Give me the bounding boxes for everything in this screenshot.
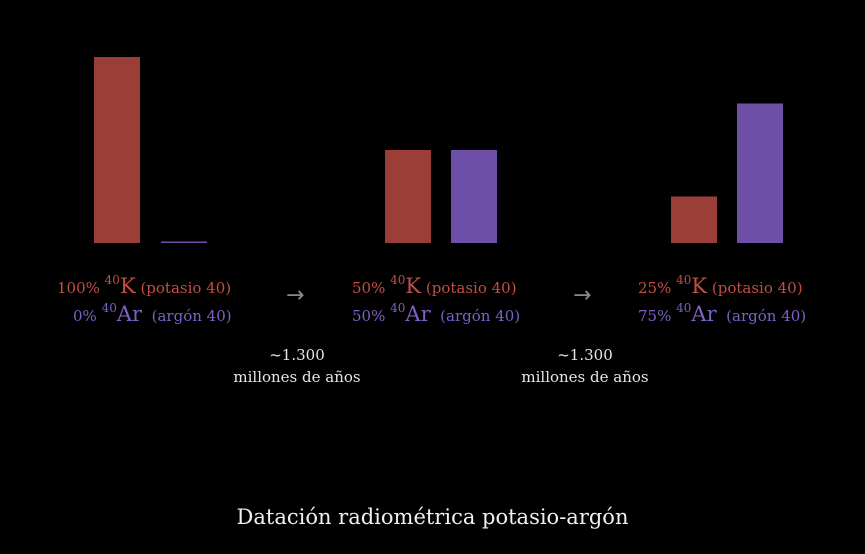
k40-bar-2 [385, 150, 431, 243]
ar40-bar-1 [161, 241, 207, 243]
chart-title: Datación radiométrica potasio-argón [236, 505, 629, 529]
group1-ar-label: 0% 40Ar (argón 40) [73, 301, 232, 326]
group2-ar-label: 50% 40Ar (argón 40) [352, 301, 521, 326]
group2-k-label: 50% 40K (potasio 40) [352, 273, 517, 298]
arrow-right-icon: → [286, 283, 305, 308]
k40-bar-1 [94, 57, 140, 243]
group1-k-label: 100% 40K (potasio 40) [57, 273, 232, 298]
k40-bar-3 [671, 196, 717, 243]
time-interval-label: ~1.300 millones de años [233, 346, 361, 386]
time-interval-label: ~1.300 millones de años [521, 346, 649, 386]
arrow-right-icon: → [573, 283, 592, 308]
group3-k-label: 25% 40K (potasio 40) [638, 273, 803, 298]
ar40-bar-2 [451, 150, 497, 243]
ar40-bar-3 [737, 103, 783, 243]
group3-ar-label: 75% 40Ar (argón 40) [638, 301, 807, 326]
